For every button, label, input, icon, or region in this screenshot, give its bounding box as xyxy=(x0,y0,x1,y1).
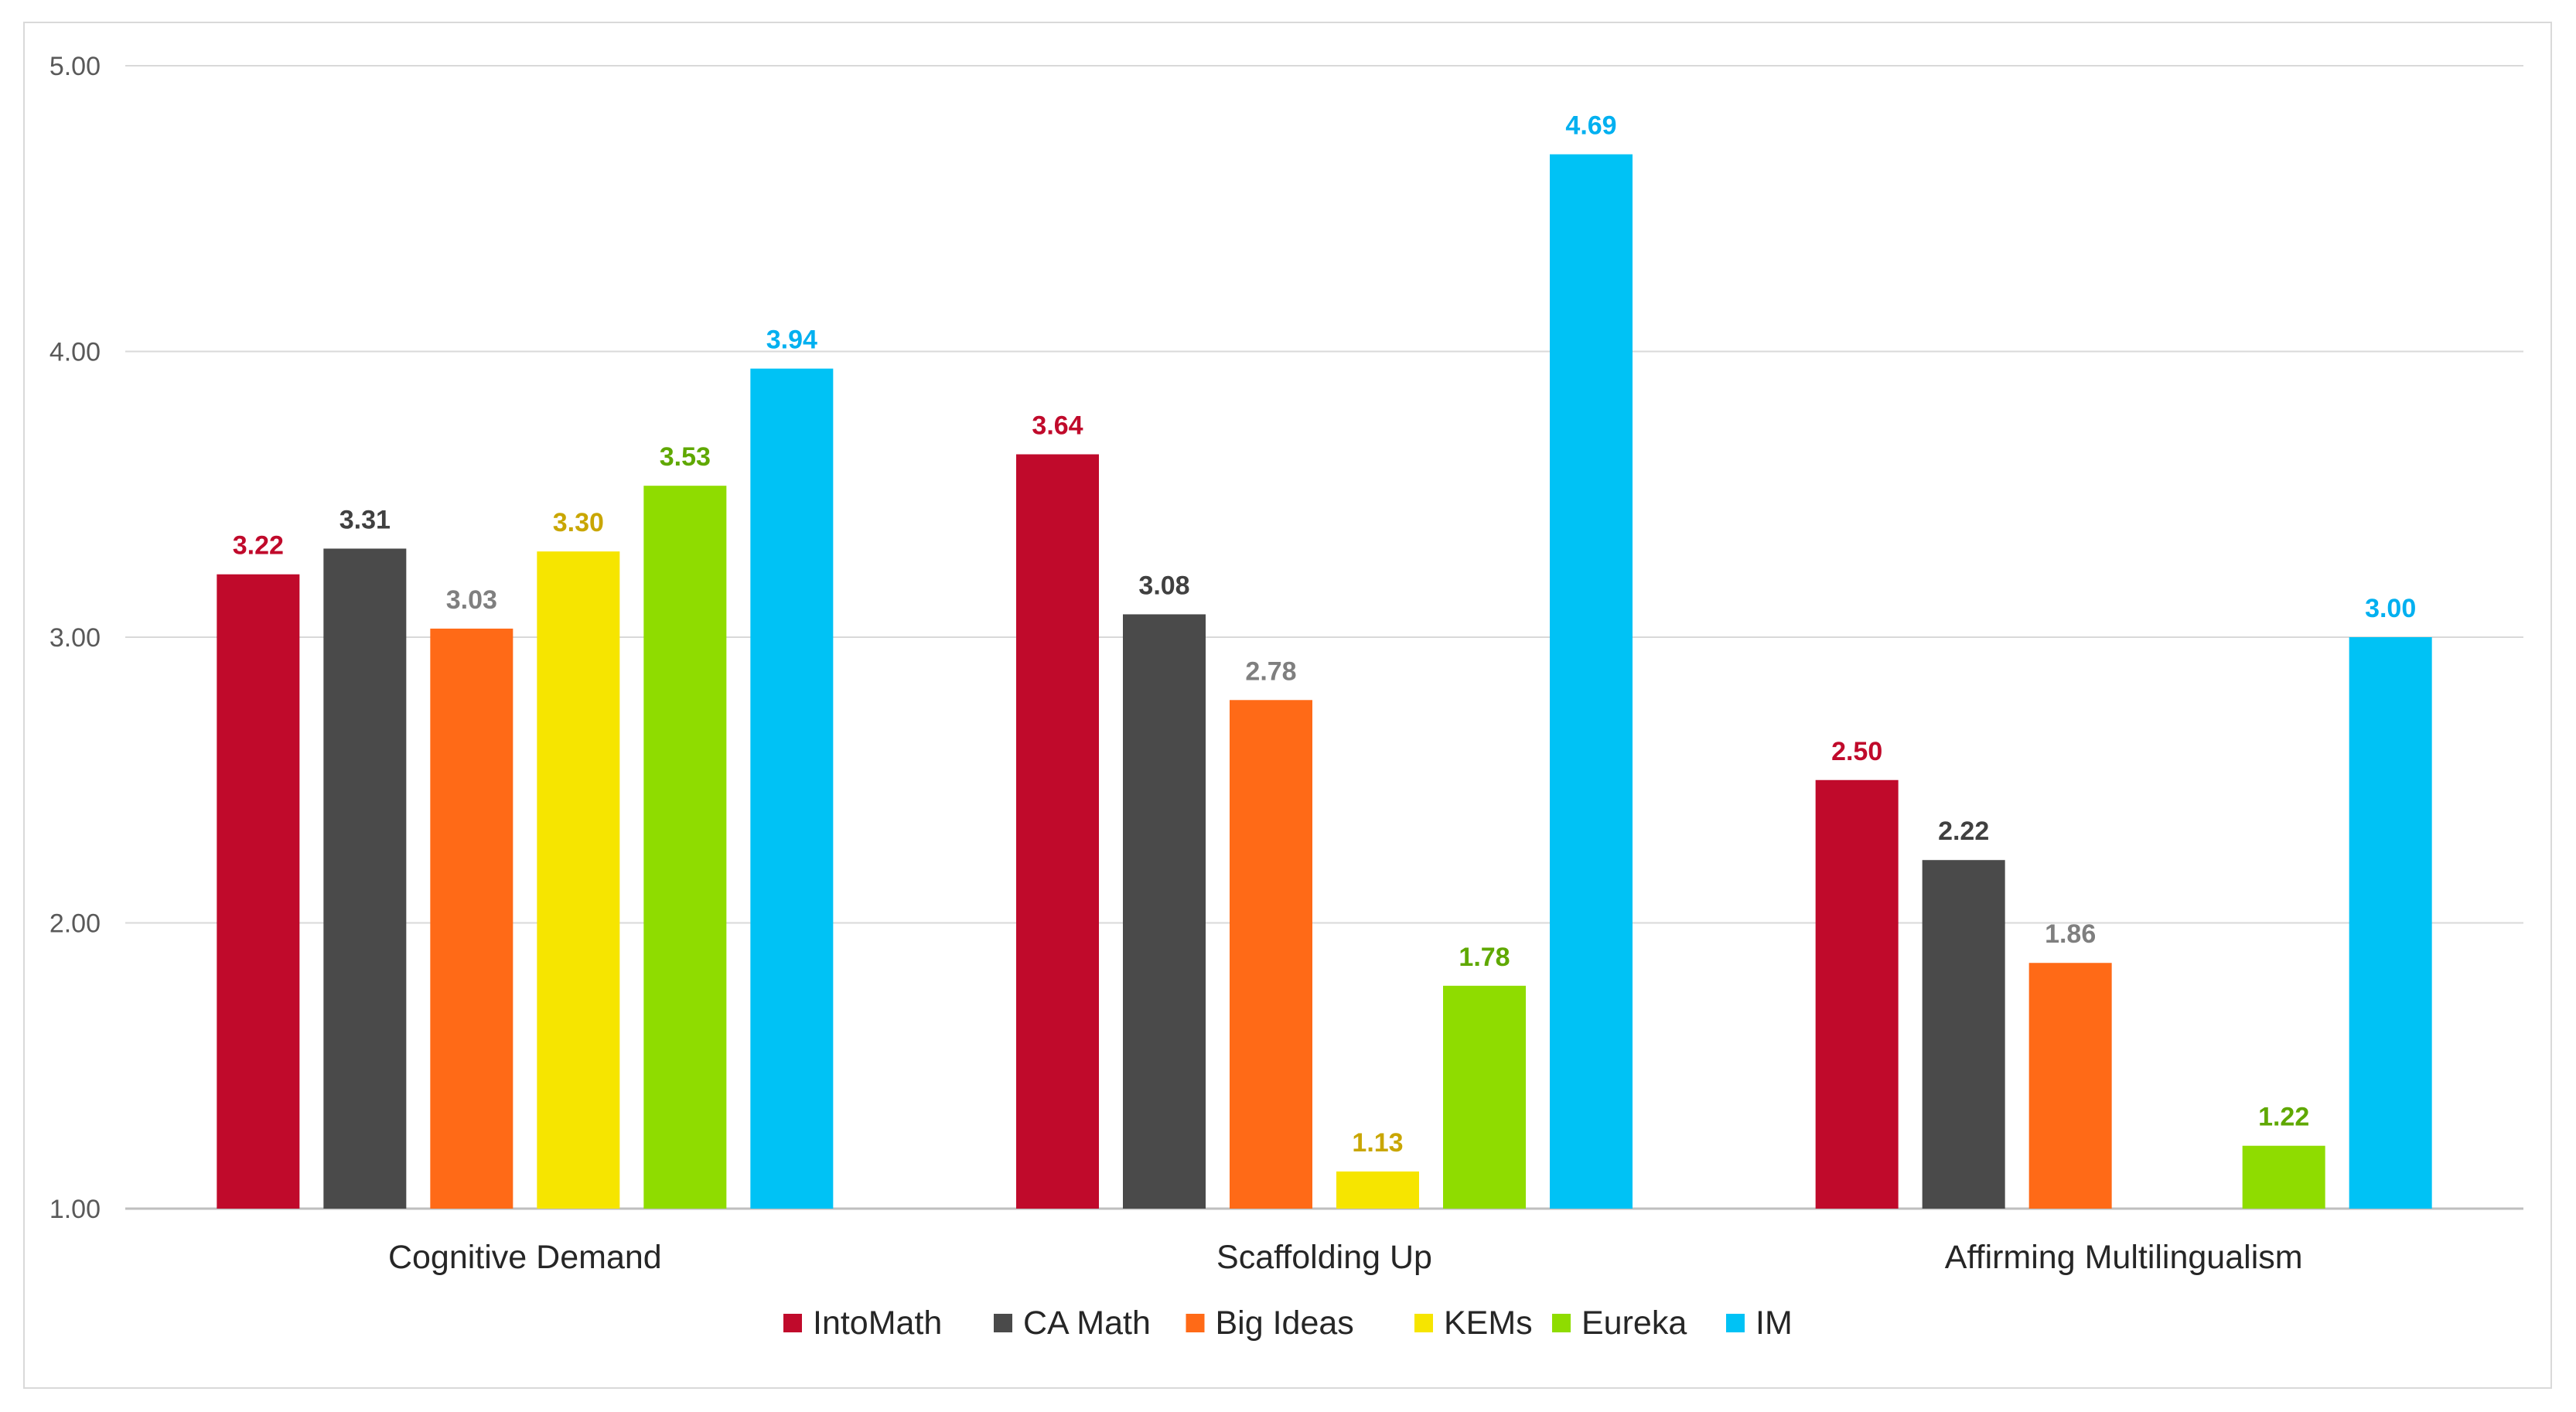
chart-frame xyxy=(23,22,2552,1389)
y-tick-label: 2.00 xyxy=(49,909,101,939)
data-label: 3.64 xyxy=(1032,411,1083,441)
bar xyxy=(2349,637,2432,1209)
data-label: 1.22 xyxy=(2258,1103,2309,1132)
legend-label: Eureka xyxy=(1581,1305,1687,1342)
data-label: 1.13 xyxy=(1352,1128,1403,1158)
bar xyxy=(1550,154,1633,1209)
data-label: 2.78 xyxy=(1245,657,1296,686)
legend-label: IM xyxy=(1755,1305,1793,1342)
bar xyxy=(1815,779,1899,1209)
bar xyxy=(430,628,513,1209)
data-label: 1.86 xyxy=(2045,919,2096,949)
data-label: 3.03 xyxy=(446,585,497,615)
legend-label: Big Ideas xyxy=(1216,1305,1354,1342)
data-labels: 3.22 3.31 3.03 3.30 3.53 3.94 3.64 3.08 2.78 1.13… xyxy=(233,111,2417,1158)
bar xyxy=(1922,860,2005,1209)
gridlines xyxy=(125,65,2523,1210)
data-label: 3.30 xyxy=(553,508,604,537)
y-tick-label: 4.00 xyxy=(49,338,101,367)
y-tick-label: 3.00 xyxy=(49,623,101,653)
legend-swatch xyxy=(783,1314,802,1332)
legend-swatch xyxy=(1414,1314,1433,1332)
legend-swatch xyxy=(1552,1314,1571,1332)
y-axis-ticks: 1.00 2.00 3.00 4.00 5.00 xyxy=(49,52,101,1224)
y-tick-label: 1.00 xyxy=(49,1195,101,1224)
bar xyxy=(537,551,620,1209)
bar xyxy=(2028,963,2112,1209)
data-label: 3.22 xyxy=(233,531,284,561)
legend: IntoMath CA Math Big Ideas KEMs Eureka IM xyxy=(783,1305,1793,1342)
legend-swatch xyxy=(1726,1314,1745,1332)
legend-label: IntoMath xyxy=(813,1305,942,1342)
bar xyxy=(1016,454,1099,1209)
data-label: 3.53 xyxy=(660,442,711,472)
bar xyxy=(1123,614,1206,1209)
data-label: 3.08 xyxy=(1138,571,1189,600)
y-tick-label: 5.00 xyxy=(49,52,101,81)
data-label: 2.50 xyxy=(1831,737,1882,766)
data-label: 1.78 xyxy=(1459,943,1510,972)
bar xyxy=(1443,985,1526,1209)
x-axis-categories: Cognitive Demand Scaffolding Up Affirming … xyxy=(388,1239,2303,1276)
legend-label: KEMs xyxy=(1444,1305,1533,1342)
legend-swatch xyxy=(994,1314,1012,1332)
category-label: Affirming Multilingualism xyxy=(1945,1239,2303,1276)
bar xyxy=(1336,1171,1419,1209)
category-label: Cognitive Demand xyxy=(388,1239,662,1276)
bar xyxy=(323,548,407,1209)
bar xyxy=(1230,700,1312,1209)
data-label: 4.69 xyxy=(1565,111,1616,141)
data-label: 2.22 xyxy=(1938,817,1989,846)
bar xyxy=(750,368,834,1209)
data-label: 3.00 xyxy=(2365,594,2416,623)
bar xyxy=(643,486,727,1209)
category-label: Scaffolding Up xyxy=(1216,1239,1432,1276)
legend-swatch xyxy=(1186,1314,1205,1332)
bars xyxy=(217,154,2432,1209)
legend-label: CA Math xyxy=(1023,1305,1151,1342)
bar xyxy=(217,574,300,1209)
data-label: 3.94 xyxy=(766,326,817,355)
bar xyxy=(2242,1145,2325,1209)
data-label: 3.31 xyxy=(339,505,391,534)
